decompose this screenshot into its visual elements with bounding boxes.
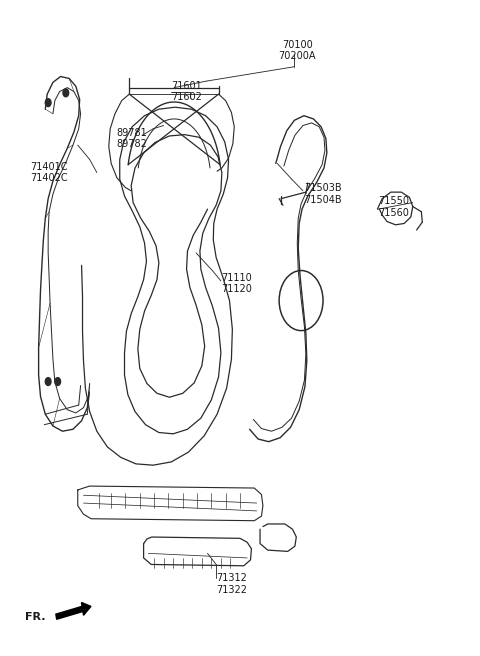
Text: 71401C
71402C: 71401C 71402C: [30, 162, 68, 183]
Circle shape: [45, 378, 51, 386]
Text: FR.: FR.: [25, 612, 46, 622]
Text: 71550
71560: 71550 71560: [378, 196, 409, 218]
Text: 71312
71322: 71312 71322: [216, 573, 247, 595]
Circle shape: [63, 89, 69, 96]
FancyArrow shape: [56, 602, 91, 619]
Text: 71110
71120: 71110 71120: [221, 273, 252, 295]
Text: 89781
89782: 89781 89782: [116, 128, 147, 150]
Circle shape: [55, 378, 60, 386]
Text: 71503B
71504B: 71503B 71504B: [304, 183, 342, 205]
Text: 71601
71602: 71601 71602: [171, 81, 202, 102]
Circle shape: [45, 98, 51, 106]
Text: 70100
70200A: 70100 70200A: [278, 39, 316, 61]
